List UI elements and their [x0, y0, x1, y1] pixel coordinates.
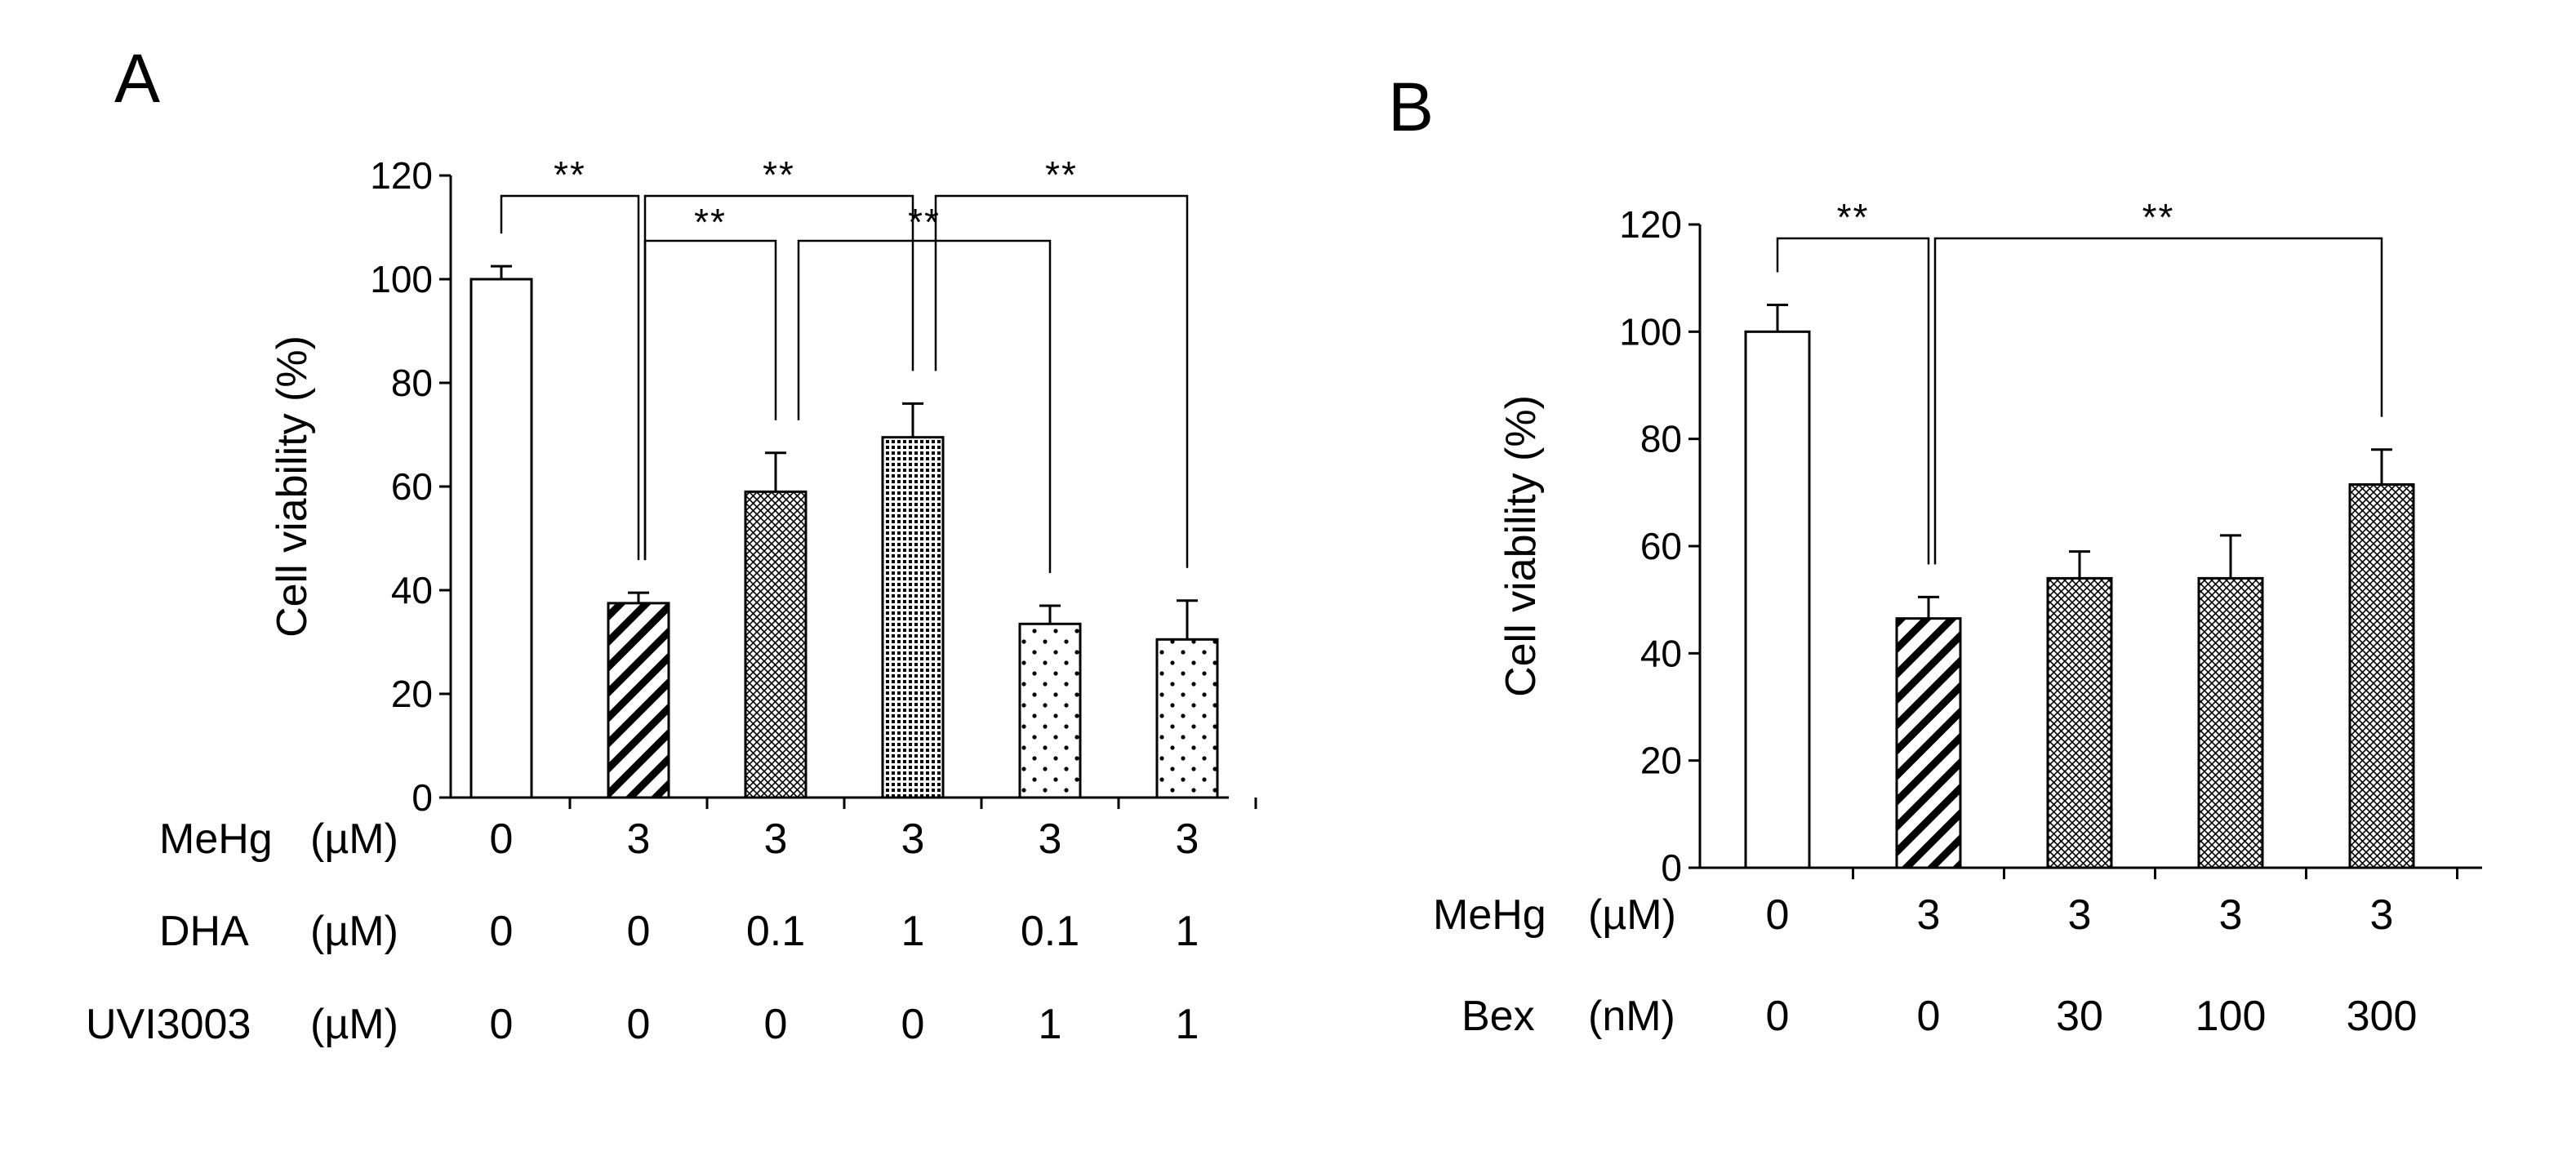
panel-a-bar: [744, 490, 808, 799]
panel-b-condition-value: 0: [1917, 993, 1941, 1040]
panel-a-bar: [607, 602, 670, 799]
panel-b-condition-value: 0: [1766, 891, 1790, 939]
panel-a-condition-label: UVI3003: [86, 1001, 251, 1048]
panel-b-label: B: [1388, 69, 1434, 145]
panel-a-condition-value: 0: [490, 908, 514, 955]
panel-b-significance-label: **: [2142, 196, 2175, 238]
panel-a-y-tick-label: 0: [412, 776, 433, 819]
panel-b-y-tick-label: 80: [1640, 418, 1682, 460]
panel-b-condition-label: Bex: [1462, 993, 1535, 1040]
panel-a-significance-label: **: [763, 153, 795, 196]
panel-a-y-tick-label: 60: [391, 465, 433, 508]
panel-b-condition-value: 30: [2056, 993, 2103, 1040]
panel-b-condition-value: 3: [2068, 891, 2092, 939]
panel-a-significance-label: **: [554, 153, 586, 196]
panel-a-condition-value: 0: [490, 815, 514, 863]
panel-a-y-tick-label: 20: [391, 673, 433, 715]
panel-b: B 0 20 40 60 80 100 120 Cell viability (%) ** ** M…: [1388, 69, 2482, 1040]
panel-b-bar: [1895, 617, 1962, 869]
panel-a-condition-label: MeHg: [159, 815, 273, 863]
panel-a-significance-bracket: [500, 194, 640, 561]
panel-b-y-tick-label: 20: [1640, 740, 1682, 782]
panel-b-bar: [2197, 576, 2264, 869]
panel-b-condition-unit: (nM): [1588, 993, 1675, 1040]
panel-a-bar: [1018, 622, 1082, 799]
panel-b-condition-value: 3: [2219, 891, 2243, 939]
panel-a-condition-unit: (µM): [310, 908, 398, 955]
panel-b-y-tick-label: 120: [1619, 203, 1682, 246]
panel-a-condition-value: 0.1: [1021, 908, 1079, 955]
panel-b-y-tick-label: 0: [1661, 847, 1682, 889]
panel-a-condition-value: 1: [1039, 1001, 1062, 1048]
panel-b-chart: 0 20 40 60 80 100 120 Cell viability (%) ** ** MeH…: [1433, 196, 2482, 1040]
panel-a-condition-value: 3: [764, 815, 788, 863]
panel-b-condition-value: 0: [1766, 993, 1790, 1040]
panel-a-condition-unit: (µM): [310, 1001, 398, 1048]
panel-b-y-tick-label: 60: [1640, 525, 1682, 567]
panel-a-condition-value: 0.1: [746, 908, 805, 955]
panel-b-significance-bracket: [1776, 237, 1930, 565]
panel-a-y-tick-label: 120: [370, 154, 433, 197]
panel-a-significance-bracket: [797, 239, 1052, 574]
panel-a-bar: [1155, 638, 1219, 799]
panel-a-y-tick-label: 80: [391, 362, 433, 404]
panel-b-y-tick-label: 100: [1619, 310, 1682, 353]
panel-a-significance-label: **: [1045, 153, 1078, 196]
panel-a-significance-label: **: [908, 201, 941, 243]
panel-a-condition-value: 3: [1039, 815, 1062, 863]
panel-b-y-axis-label: Cell viability (%): [1497, 395, 1545, 697]
panel-a-bar: [469, 278, 533, 799]
panel-a-y-tick-label: 100: [370, 258, 433, 300]
panel-b-bar: [2046, 576, 2113, 869]
panel-a-condition-value: 3: [901, 815, 925, 863]
panel-a-condition-value: 3: [627, 815, 651, 863]
panel-a-condition-value: 0: [490, 1001, 514, 1048]
panel-a-significance-bracket: [643, 239, 777, 561]
panel-a-y-tick-label: 40: [391, 569, 433, 611]
panel-a-significance-bracket: [934, 194, 1189, 568]
panel-b-condition-label: MeHg: [1433, 891, 1546, 939]
panel-b-bar: [1744, 330, 1811, 869]
panel-b-condition-value: 100: [2196, 993, 2267, 1040]
panel-a-condition-value: 1: [901, 908, 925, 955]
panel-a-y-axis-label: Cell viability (%): [269, 336, 316, 638]
panel-a-condition-value: 0: [901, 1001, 925, 1048]
panel-b-significance-label: **: [1837, 196, 1870, 238]
panel-b-condition-value: 300: [2347, 993, 2418, 1040]
panel-a-condition-value: 0: [764, 1001, 788, 1048]
panel-b-y-tick-label: 40: [1640, 632, 1682, 674]
panel-a-condition-value: 3: [1176, 815, 1199, 863]
panel-a-label: A: [114, 40, 160, 117]
panel-a-condition-value: 0: [627, 1001, 651, 1048]
panel-b-bar: [2348, 482, 2415, 869]
panel-a-condition-value: 1: [1176, 908, 1199, 955]
panel-a-condition-label: DHA: [159, 908, 249, 955]
panel-a-condition-value: 0: [627, 908, 651, 955]
panel-a-significance-label: **: [694, 201, 727, 243]
panel-b-condition-value: 3: [1917, 891, 1941, 939]
panel-b-significance-bracket: [1933, 237, 2383, 565]
panel-a-condition-value: 1: [1176, 1001, 1199, 1048]
panel-b-condition-value: 3: [2370, 891, 2394, 939]
panel-a-bar: [881, 436, 945, 799]
panel-b-condition-unit: (µM): [1588, 891, 1676, 939]
panel-a-condition-unit: (µM): [310, 815, 398, 863]
